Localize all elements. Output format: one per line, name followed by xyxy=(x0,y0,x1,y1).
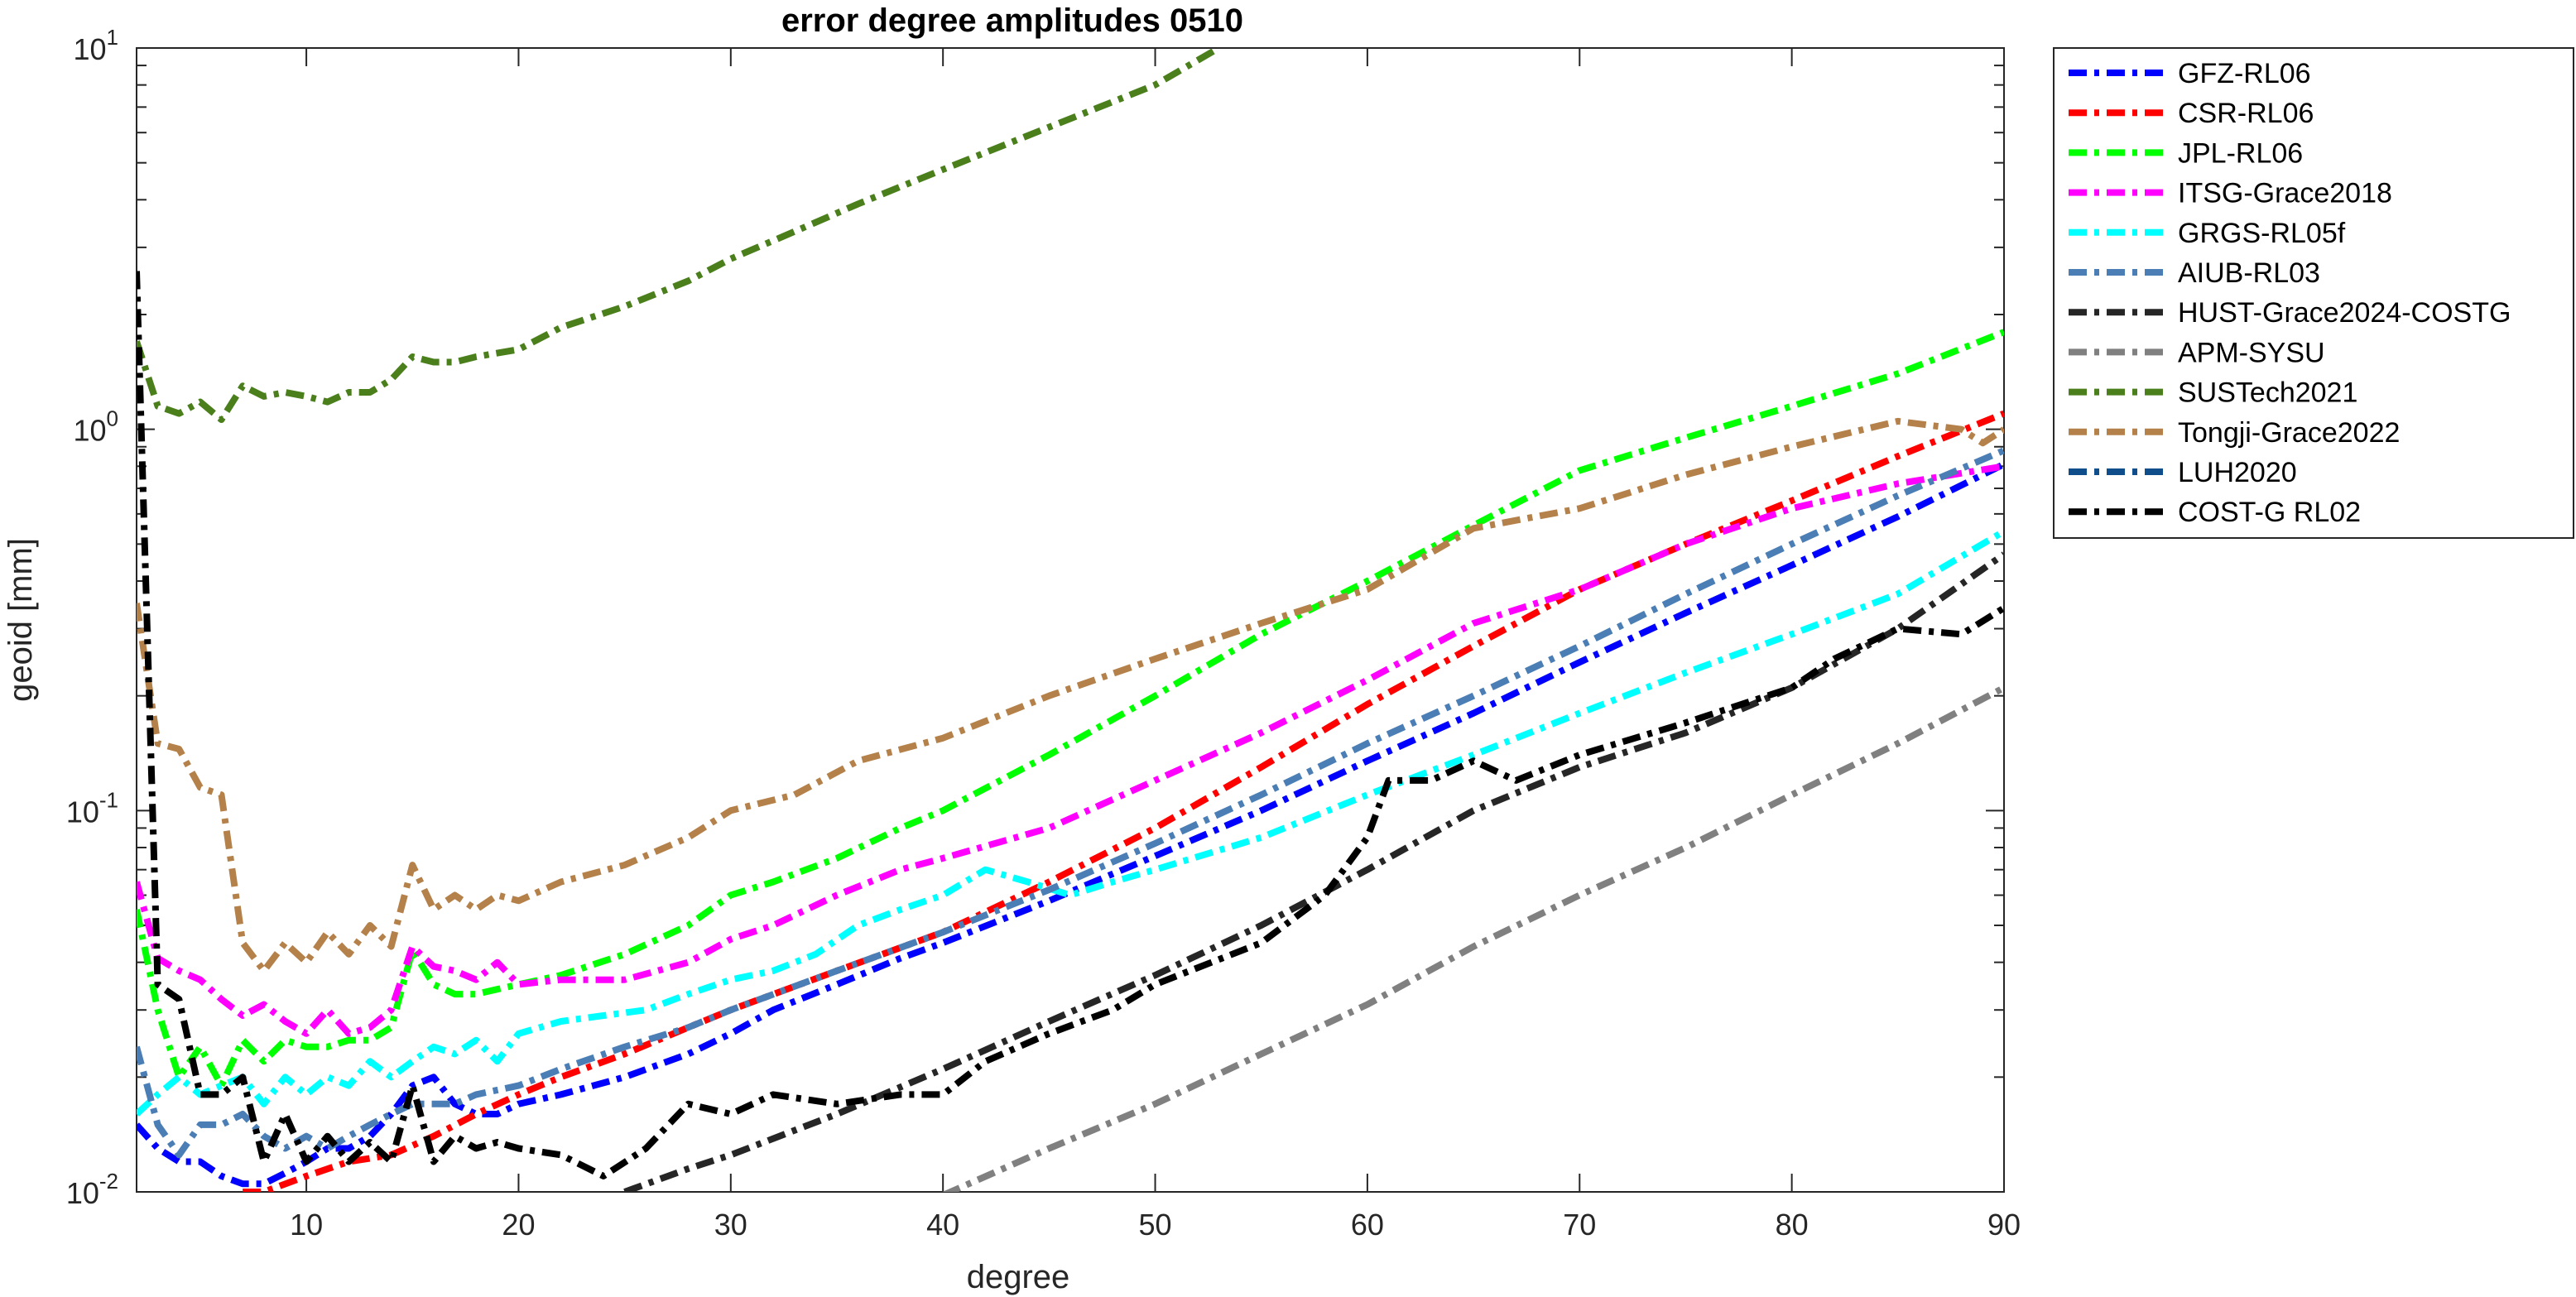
series-line-0 xyxy=(137,461,2004,1188)
legend-label: LUH2020 xyxy=(2178,457,2297,488)
series-line-4 xyxy=(137,528,2004,1117)
series-line-8 xyxy=(137,48,1221,423)
legend-label: JPL-RL06 xyxy=(2178,137,2303,169)
x-tick-label: 20 xyxy=(502,1208,535,1242)
legend-label: SUSTech2021 xyxy=(2178,377,2357,409)
series-line-11 xyxy=(137,271,2004,1179)
legend-box xyxy=(2053,47,2574,539)
legend-label: ITSG-Grace2018 xyxy=(2178,178,2392,209)
y-tick-exponent: 1 xyxy=(107,25,118,50)
x-tick-label: 80 xyxy=(1776,1208,1809,1242)
y-tick-exponent: 0 xyxy=(107,406,118,431)
y-tick-exponent: -2 xyxy=(99,1169,118,1194)
y-axis-label: geoid [mm] xyxy=(2,538,39,702)
x-tick-label: 70 xyxy=(1563,1208,1596,1242)
series-line-5 xyxy=(137,447,2004,1159)
x-tick-label: 40 xyxy=(926,1208,959,1242)
y-tick-label: 10-2 xyxy=(66,1169,118,1210)
x-tick-label: 50 xyxy=(1139,1208,1172,1242)
x-axis-label: degree xyxy=(967,1259,1070,1295)
plot-area xyxy=(136,47,2005,1193)
series-lines xyxy=(137,48,2004,1192)
y-tick-label: 101 xyxy=(73,25,118,66)
y-tick-label: 10-1 xyxy=(66,787,118,829)
legend-label: CSR-RL06 xyxy=(2178,98,2314,129)
legend-label: HUST-Grace2024-COSTG xyxy=(2178,297,2511,329)
legend-label: Tongji-Grace2022 xyxy=(2178,417,2400,449)
x-tick-label: 10 xyxy=(290,1208,323,1242)
chart-title: error degree amplitudes 0510 xyxy=(781,2,1243,39)
y-tick-base: 10 xyxy=(73,32,106,66)
legend-label: GFZ-RL06 xyxy=(2178,58,2311,89)
series-line-2 xyxy=(137,329,2004,1089)
legend-label: APM-SYSU xyxy=(2178,337,2325,368)
legend-label: GRGS-RL05f xyxy=(2178,218,2346,249)
legend-label: AIUB-RL03 xyxy=(2178,257,2320,289)
legend: GFZ-RL06 CSR-RL06 JPL-RL06 ITSG-Grace2018 GR… xyxy=(2053,47,2574,539)
series-line-3 xyxy=(137,463,2004,1037)
y-tick-base: 10 xyxy=(66,1176,99,1210)
series-line-6 xyxy=(623,551,2004,1192)
y-tick-base: 10 xyxy=(66,795,99,829)
series-line-9 xyxy=(137,417,2004,974)
x-tick-label: 30 xyxy=(714,1208,747,1242)
x-tick-label: 90 xyxy=(1987,1208,2021,1242)
y-tick-label: 100 xyxy=(73,406,118,448)
legend-label: COST-G RL02 xyxy=(2178,497,2361,528)
x-tick-label: 60 xyxy=(1351,1208,1384,1242)
series-line-7 xyxy=(942,685,2004,1192)
y-tick-base: 10 xyxy=(73,414,106,448)
y-tick-exponent: -1 xyxy=(99,787,118,812)
